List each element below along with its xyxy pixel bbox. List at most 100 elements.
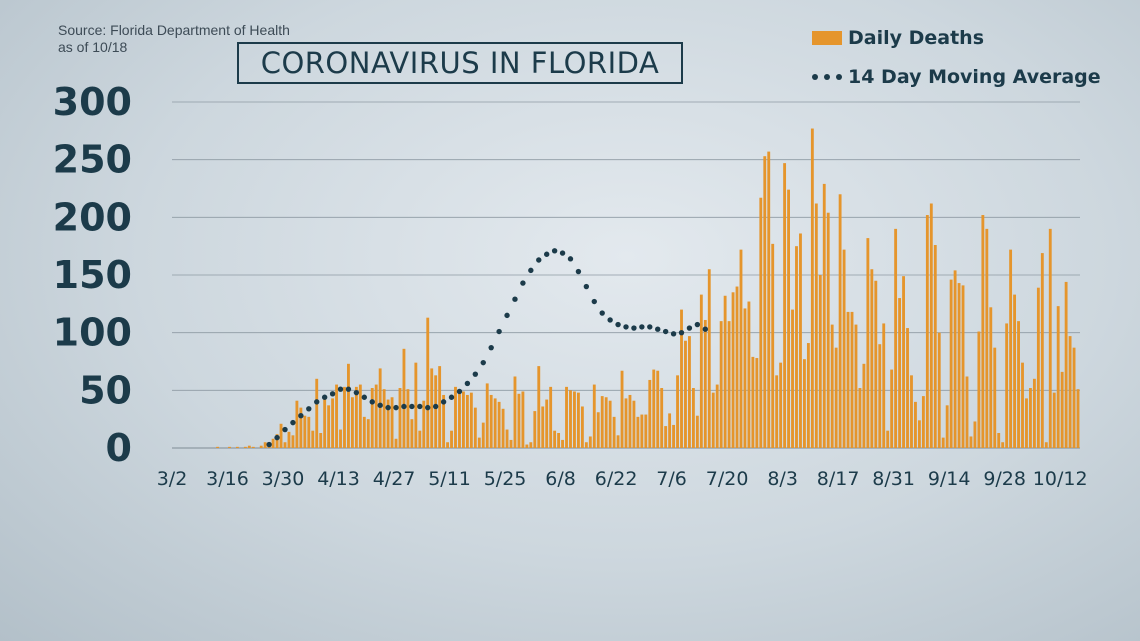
bar	[1064, 281, 1068, 448]
bar	[366, 419, 370, 448]
y-tick-label: 150	[53, 253, 132, 297]
bar	[438, 366, 442, 448]
bar	[358, 384, 362, 448]
moving-average-point	[583, 283, 590, 290]
legend: Daily Deaths 14 Day Moving Average	[812, 25, 1101, 103]
bar	[1040, 253, 1044, 448]
bar	[446, 442, 449, 448]
bar	[414, 362, 418, 448]
bar	[660, 388, 664, 448]
bar	[1009, 249, 1013, 448]
x-tick-label: 3/16	[206, 468, 249, 490]
bar	[656, 370, 660, 448]
moving-average-point	[393, 404, 399, 411]
bar	[854, 324, 858, 448]
bar	[1025, 398, 1028, 448]
bar	[454, 386, 457, 448]
bar	[422, 400, 426, 448]
bar	[430, 368, 434, 448]
bar	[668, 413, 672, 448]
x-tick-label: 5/25	[484, 468, 527, 490]
bar	[465, 394, 469, 448]
bar	[957, 283, 961, 448]
bar	[1072, 347, 1076, 448]
bar	[648, 379, 652, 448]
bar	[390, 397, 394, 448]
y-tick-label: 300	[53, 80, 132, 124]
moving-average-point	[599, 310, 605, 316]
moving-average-point	[631, 325, 637, 331]
moving-average-point	[282, 426, 288, 433]
moving-average-point	[345, 386, 352, 392]
bar	[767, 151, 771, 449]
bar	[394, 438, 398, 448]
moving-average-point	[488, 344, 494, 351]
moving-average-point	[686, 325, 693, 331]
source-note: Source: Florida Department of Health as …	[58, 22, 290, 56]
bar	[1021, 362, 1024, 448]
moving-average-point	[567, 256, 574, 262]
moving-average-point	[623, 324, 629, 330]
bar	[902, 276, 905, 448]
bar	[799, 233, 802, 448]
bar	[810, 128, 814, 448]
chart-title: CORONAVIRUS IN FLORIDA	[237, 42, 683, 84]
bar	[323, 396, 327, 448]
bar	[624, 398, 628, 448]
bar	[743, 308, 747, 448]
bar	[739, 249, 743, 448]
bar	[735, 286, 739, 448]
bar	[688, 336, 691, 448]
bar	[695, 415, 699, 448]
x-tick-label: 6/8	[545, 468, 576, 490]
bar	[870, 269, 874, 448]
bar	[949, 279, 953, 448]
bar	[989, 307, 993, 448]
bar	[787, 189, 790, 449]
bar	[941, 437, 945, 448]
bar	[521, 391, 525, 448]
moving-average-point	[385, 404, 391, 411]
moving-average-point	[504, 312, 510, 319]
bar	[402, 348, 406, 448]
bar	[362, 416, 366, 448]
bar	[549, 386, 553, 448]
moving-average-point	[528, 267, 534, 274]
moving-average-point	[639, 324, 645, 330]
bar	[791, 309, 794, 448]
moving-average-point	[266, 441, 272, 448]
bar	[303, 415, 307, 448]
moving-average-point	[274, 434, 280, 441]
bar	[921, 396, 925, 448]
x-tick-label: 8/17	[817, 468, 860, 490]
moving-average-point	[440, 399, 447, 405]
bar	[247, 445, 251, 448]
bar	[925, 215, 929, 448]
bar	[632, 400, 636, 448]
moving-average-point	[448, 394, 455, 400]
bar	[672, 424, 676, 448]
bar	[569, 390, 572, 448]
bar	[469, 392, 473, 448]
bar	[592, 384, 596, 448]
bar	[1048, 228, 1052, 448]
bar	[434, 375, 438, 448]
bar	[850, 311, 854, 448]
moving-average-point	[591, 298, 597, 305]
bar	[347, 363, 350, 448]
bar	[386, 399, 390, 448]
moving-average-point	[702, 326, 709, 332]
bar	[1029, 388, 1032, 448]
bar	[596, 412, 600, 448]
bar	[933, 245, 937, 448]
x-tick-label: 9/14	[928, 468, 971, 490]
bar	[644, 414, 648, 448]
bar	[259, 445, 263, 448]
bar	[616, 435, 620, 448]
moving-average-point	[480, 359, 486, 366]
x-tick-label: 4/27	[373, 468, 416, 490]
bar	[723, 295, 727, 448]
bar	[319, 433, 323, 448]
y-tick-label: 200	[53, 195, 132, 239]
bar	[707, 269, 711, 448]
